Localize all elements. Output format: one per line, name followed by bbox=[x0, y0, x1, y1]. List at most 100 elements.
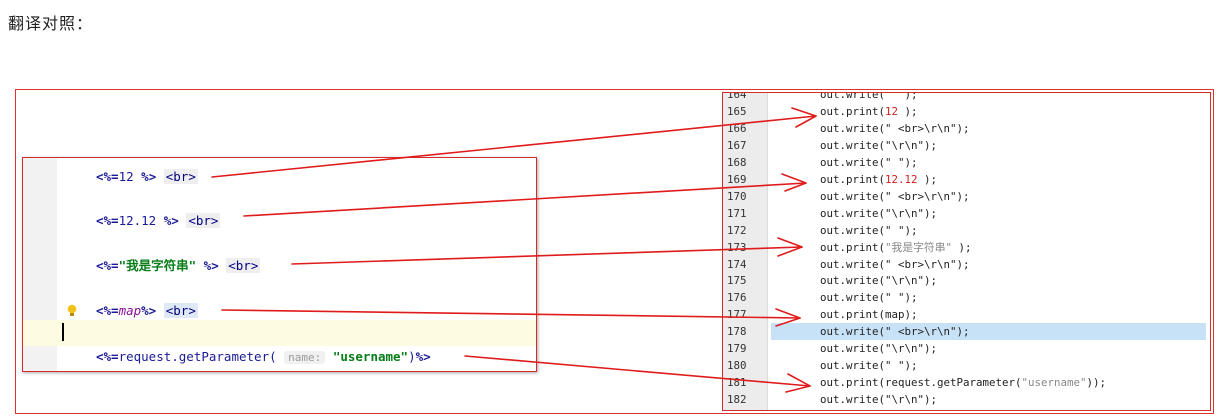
jsp-call: request.getParameter( bbox=[118, 349, 277, 364]
jsp-close: %> bbox=[133, 169, 157, 184]
jsp-line-4[interactable]: <%=map%> <br> bbox=[23, 298, 536, 324]
line-number: 165 bbox=[727, 104, 747, 118]
line-number: 169 bbox=[727, 172, 747, 186]
line-number: 164 bbox=[727, 92, 747, 101]
java-code: out.write("\r\n"); bbox=[820, 340, 937, 357]
jsp-open: <%= bbox=[96, 169, 119, 184]
line-number: 181 bbox=[727, 376, 747, 390]
jsp-expr: 12 bbox=[118, 169, 134, 184]
java-line-174[interactable]: 174 out.write(" <br>\r\n"); bbox=[723, 256, 1210, 273]
java-line-181[interactable]: 181 out.print(request.getParameter("usern… bbox=[723, 374, 1210, 391]
java-code: out.write("\r\n"); bbox=[820, 391, 937, 408]
jsp-expr: 12.12 bbox=[118, 213, 157, 228]
jsp-caret-line[interactable] bbox=[23, 320, 536, 346]
jsp-close: %> bbox=[156, 213, 179, 228]
line-highlight bbox=[771, 323, 1206, 341]
number-literal: 12.12 bbox=[885, 172, 918, 186]
line-number: 175 bbox=[727, 274, 747, 288]
java-line-173[interactable]: 173 out.print("我是字符串" ); bbox=[723, 239, 1210, 256]
line-number: 170 bbox=[727, 189, 747, 203]
code-text: out.write("\r\n"); bbox=[820, 393, 938, 407]
line-number: 180 bbox=[727, 359, 747, 373]
caption: 翻译对照： bbox=[8, 14, 94, 33]
jsp-br-tag: <br> bbox=[163, 169, 198, 184]
string-literal: "我是字符串" bbox=[885, 240, 953, 254]
code-text: out.print(request.getParameter( bbox=[820, 376, 1022, 390]
java-line-167[interactable]: 167 out.write("\r\n"); bbox=[723, 137, 1210, 154]
java-line-165[interactable]: 165 out.print(12 ); bbox=[723, 103, 1210, 120]
java-code: out.print(map); bbox=[820, 306, 918, 323]
java-line-170[interactable]: 170 out.write(" <br>\r\n"); bbox=[723, 188, 1210, 205]
java-code: out.write("\r\n"); bbox=[820, 272, 937, 289]
java-code: out.write(" <br>\r\n"); bbox=[820, 188, 970, 205]
java-line-166[interactable]: 166 out.write(" <br>\r\n"); bbox=[723, 120, 1210, 137]
jsp-open: <%= bbox=[96, 258, 119, 273]
java-line-175[interactable]: 175 out.write("\r\n"); bbox=[723, 272, 1210, 289]
code-text: out.print( bbox=[820, 104, 886, 118]
lightbulb-icon[interactable] bbox=[67, 304, 77, 318]
java-code: out.print(12.12 ); bbox=[820, 171, 937, 188]
java-code: out.print("我是字符串" ); bbox=[820, 239, 972, 256]
java-line-168[interactable]: 168 out.write(" "); bbox=[723, 154, 1210, 171]
jsp-call-end: ) bbox=[408, 349, 416, 364]
java-line-182[interactable]: 182 out.write("\r\n"); bbox=[723, 391, 1210, 408]
code-text: ); bbox=[898, 104, 918, 118]
java-code: out.write(" "); bbox=[820, 154, 918, 171]
jsp-close: %> bbox=[196, 258, 219, 273]
java-line-171[interactable]: 171 out.write("\r\n"); bbox=[723, 205, 1210, 222]
jsp-open: <%= bbox=[96, 303, 119, 318]
java-code: out.write(" <br>\r\n"); bbox=[820, 120, 970, 137]
java-code: out.write("\r\n"); bbox=[820, 205, 937, 222]
java-code: out.write("\r\n"); bbox=[820, 137, 937, 154]
jsp-line-2[interactable]: <%=12.12 %> <br> bbox=[23, 208, 536, 234]
jsp-arg: "username" bbox=[332, 349, 409, 364]
code-text: out.write("\r\n"); bbox=[820, 206, 938, 220]
code-text: out.write(" "); bbox=[820, 155, 918, 169]
code-text: out.print( bbox=[820, 172, 886, 186]
string-literal: "username" bbox=[1021, 376, 1087, 390]
code-text: "); bbox=[891, 92, 918, 101]
code-text: out.write("\r\n"); bbox=[820, 274, 938, 288]
code-text: out.write(" <br>\r\n"); bbox=[820, 121, 970, 135]
code-text: out.write(" "); bbox=[820, 291, 918, 305]
jsp-br-tag: <br> bbox=[186, 213, 221, 228]
line-number: 168 bbox=[727, 155, 747, 169]
java-code: out.write(" "); bbox=[820, 289, 918, 306]
jsp-line-5[interactable]: <%=request.getParameter( name: "username… bbox=[23, 344, 536, 370]
outer-frame bbox=[15, 89, 1214, 414]
jsp-editor: <%=12 %> <br> <%=12.12 %> <br> <%="我是字符串… bbox=[22, 157, 537, 372]
java-code: out.print(12 ); bbox=[820, 103, 918, 120]
jsp-close: %> bbox=[415, 349, 431, 364]
line-number: 172 bbox=[727, 223, 747, 237]
code-text: ); bbox=[952, 240, 972, 254]
java-line-180[interactable]: 180 out.write(" "); bbox=[723, 357, 1210, 374]
java-line-177[interactable]: 177 out.print(map); bbox=[723, 306, 1210, 323]
jsp-line-1[interactable]: <%=12 %> <br> bbox=[23, 164, 536, 190]
java-line-176[interactable]: 176 out.write(" "); bbox=[723, 289, 1210, 306]
line-number: 173 bbox=[727, 240, 747, 254]
java-line-179[interactable]: 179 out.write("\r\n"); bbox=[723, 340, 1210, 357]
line-number: 178 bbox=[727, 325, 747, 339]
text-caret bbox=[62, 323, 64, 341]
code-text: out.print( bbox=[820, 240, 886, 254]
java-line-164[interactable]: 164 out.write(" "); bbox=[723, 92, 1210, 103]
line-number: 167 bbox=[727, 138, 747, 152]
line-number: 176 bbox=[727, 291, 747, 305]
jsp-close: %> bbox=[141, 303, 157, 318]
line-number: 179 bbox=[727, 342, 747, 356]
line-number: 177 bbox=[727, 308, 747, 322]
jsp-expr: map bbox=[118, 303, 142, 318]
java-code: out.write(" "); bbox=[820, 222, 918, 239]
jsp-line-3[interactable]: <%="我是字符串" %> <br> bbox=[23, 253, 536, 279]
java-code: out.write(" "); bbox=[820, 92, 918, 103]
java-line-172[interactable]: 172 out.write(" "); bbox=[723, 222, 1210, 239]
java-line-169[interactable]: 169 out.print(12.12 ); bbox=[723, 171, 1210, 188]
code-text: ); bbox=[917, 172, 938, 186]
code-text: out.write(" "); bbox=[820, 359, 918, 373]
java-code: out.write(" <br>\r\n"); bbox=[820, 323, 970, 340]
java-code: out.print(request.getParameter("username… bbox=[820, 374, 1106, 391]
line-number: 166 bbox=[727, 121, 747, 135]
jsp-br-tag: <br> bbox=[226, 258, 261, 273]
code-text: out.write(" "); bbox=[820, 223, 918, 237]
java-line-178[interactable]: 178 out.write(" <br>\r\n"); bbox=[723, 323, 1210, 341]
